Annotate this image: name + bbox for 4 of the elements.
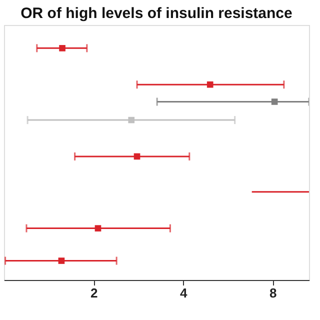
chart-title: OR of high levels of insulin resistance — [20, 5, 292, 22]
x-tick-label: 2 — [90, 286, 98, 300]
x-tick-label: 4 — [180, 286, 188, 300]
x-tick-label: 8 — [270, 286, 277, 300]
